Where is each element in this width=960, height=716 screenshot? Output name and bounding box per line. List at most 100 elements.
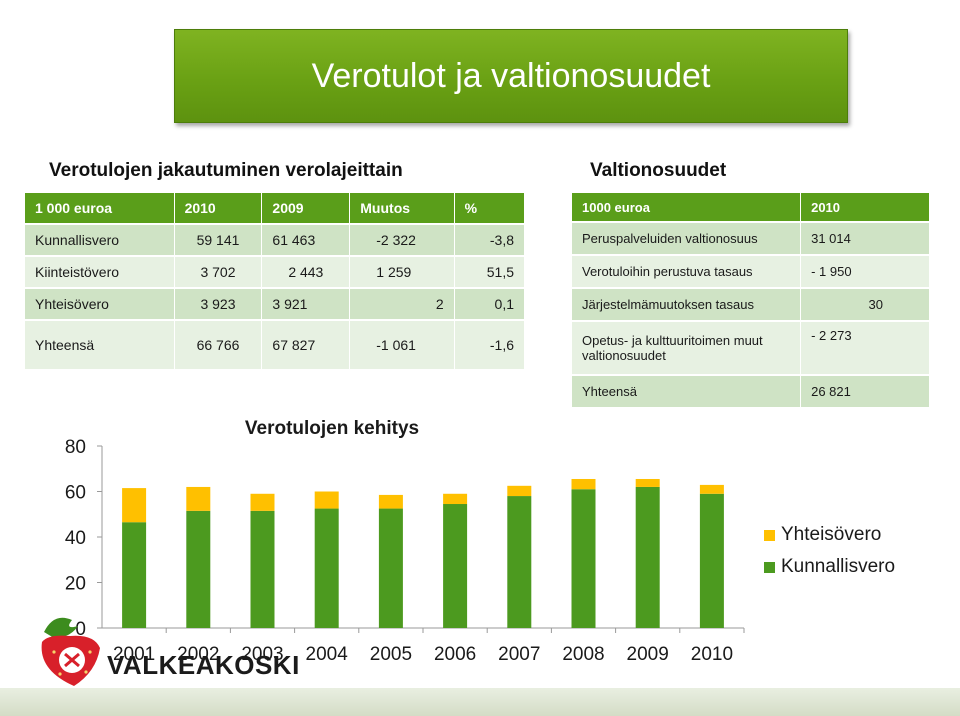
table-cell: 3 923	[174, 288, 263, 321]
bar-yhteisövero-2010	[699, 484, 724, 494]
bar-kunnallisvero-2003	[250, 510, 275, 628]
bar-kunnallisvero-2001	[122, 522, 147, 628]
tax-revenue-chart: 0 20 40 60 80 Verotulojen kehitys 2001 2002 2003…	[65, 418, 745, 665]
table-total-row: Yhteensä 26 821	[572, 375, 930, 409]
gov-table: 1000 euroa 2010 Peruspalveluiden valtion…	[572, 193, 930, 409]
table-cell: 0,1	[454, 288, 526, 321]
y-tick-label: 60	[65, 483, 86, 504]
legend-label: Kunnallisvero	[781, 556, 896, 577]
title-banner: Verotulot ja valtionosuudet	[174, 29, 848, 123]
x-tick-label: 2003	[241, 644, 283, 665]
column-header: %	[454, 193, 526, 225]
table-cell: Yhteisövero	[25, 288, 175, 321]
table-cell: Kiinteistövero	[25, 256, 175, 289]
table-cell: Opetus- ja kulttuuritoimen muut valtiono…	[572, 321, 802, 376]
x-tick-label: 2007	[498, 644, 540, 665]
table-row: Peruspalveluiden valtionosuus 31 014	[572, 222, 930, 256]
bar-kunnallisvero-2007	[507, 496, 532, 628]
y-tick-label: 80	[65, 437, 86, 458]
strawberry-logo-icon	[41, 617, 100, 686]
bar-yhteisövero-2002	[186, 486, 211, 511]
column-header: 2010	[174, 193, 263, 225]
table-cell: -3,8	[454, 224, 526, 257]
table-cell: Verotuloihin perustuva tasaus	[572, 255, 802, 289]
chart-legend: Yhteisövero Kunnallisvero	[764, 519, 895, 583]
column-header: Muutos	[349, 193, 455, 225]
x-tick-label: 2009	[627, 644, 669, 665]
table-cell: 59 141	[174, 224, 263, 257]
bar-yhteisövero-2007	[507, 485, 532, 497]
y-tick-label: 40	[65, 528, 86, 549]
tax-table: 1 000 euroa 2010 2009 Muutos % Kunnallis…	[25, 193, 526, 371]
table-cell: 1 259	[349, 256, 455, 289]
bar-kunnallisvero-2004	[314, 508, 339, 628]
bar-yhteisövero-2004	[314, 491, 339, 509]
column-header: 1000 euroa	[572, 193, 802, 223]
table-cell: 3 921	[261, 288, 351, 321]
table-cell: 67 827	[261, 320, 351, 371]
column-header: 2010	[800, 193, 930, 223]
logo-text: VALKEAKOSKI	[107, 650, 300, 680]
gov-table-heading: Valtionosuudet	[590, 160, 727, 181]
table-cell: 66 766	[174, 320, 263, 371]
bar-kunnallisvero-2002	[186, 510, 211, 628]
legend-item-yhteisovero: Yhteisövero	[764, 519, 895, 551]
bar-yhteisövero-2003	[250, 493, 275, 511]
table-cell: 30	[800, 288, 930, 322]
table-cell: 2 443	[261, 256, 351, 289]
table-cell: - 2 273	[800, 321, 930, 376]
tax-table-heading: Verotulojen jakautuminen verolajeittain	[49, 160, 403, 181]
column-header: 1 000 euroa	[25, 193, 175, 225]
bar-yhteisövero-2009	[635, 478, 660, 487]
table-cell: - 1 950	[800, 255, 930, 289]
legend-swatch	[764, 529, 775, 541]
table-cell: 26 821	[800, 375, 930, 409]
bar-kunnallisvero-2010	[699, 493, 724, 628]
table-total-row: Yhteensä 66 766 67 827 -1 061 -1,6	[25, 320, 526, 371]
legend-label: Yhteisövero	[781, 524, 882, 545]
table-cell: Järjestelmämuutoksen tasaus	[572, 288, 802, 322]
chart-title: Verotulojen kehitys	[245, 418, 419, 439]
bar-kunnallisvero-2008	[571, 489, 596, 628]
x-tick-label: 2004	[306, 644, 349, 665]
table-cell: 51,5	[454, 256, 526, 289]
bar-kunnallisvero-2009	[635, 486, 660, 628]
table-cell: -1,6	[454, 320, 526, 371]
x-tick-label: 2005	[370, 644, 412, 665]
bar-yhteisövero-2006	[443, 493, 468, 505]
table-cell: Yhteensä	[25, 320, 175, 371]
legend-swatch	[764, 561, 775, 573]
bar-yhteisövero-2005	[378, 494, 403, 509]
y-tick-label: 0	[75, 619, 86, 640]
footer-band	[0, 688, 960, 716]
bar-yhteisövero-2001	[122, 488, 147, 523]
table-cell: 31 014	[800, 222, 930, 256]
column-header: 2009	[261, 193, 351, 225]
x-tick-label: 2010	[691, 644, 733, 665]
x-tick-label: 2002	[177, 644, 219, 665]
table-row: Opetus- ja kulttuuritoimen muut valtiono…	[572, 321, 930, 376]
table-cell: Kunnallisvero	[25, 224, 175, 257]
table-cell: Yhteensä	[572, 375, 802, 409]
table-cell: -1 061	[349, 320, 455, 371]
table-row: Kunnallisvero 59 141 61 463 -2 322 -3,8	[25, 224, 526, 257]
table-cell: 2	[349, 288, 455, 321]
page-title: Verotulot ja valtionosuudet	[311, 56, 711, 95]
x-tick-label: 2008	[562, 644, 604, 665]
table-header-row: 1000 euroa 2010	[572, 193, 930, 223]
bar-kunnallisvero-2005	[378, 508, 403, 628]
bar-yhteisövero-2008	[571, 478, 596, 490]
bar-kunnallisvero-2006	[443, 504, 468, 628]
table-row: Järjestelmämuutoksen tasaus 30	[572, 288, 930, 322]
table-row: Verotuloihin perustuva tasaus - 1 950	[572, 255, 930, 289]
table-header-row: 1 000 euroa 2010 2009 Muutos %	[25, 193, 526, 225]
table-cell: 3 702	[174, 256, 263, 289]
table-cell: Peruspalveluiden valtionosuus	[572, 222, 802, 256]
table-row: Yhteisövero 3 923 3 921 2 0,1	[25, 288, 526, 321]
table-cell: -2 322	[349, 224, 455, 257]
table-cell: 61 463	[261, 224, 351, 257]
legend-item-kunnallisvero: Kunnallisvero	[764, 551, 895, 583]
table-row: Kiinteistövero 3 702 2 443 1 259 51,5	[25, 256, 526, 289]
x-tick-label: 2006	[434, 644, 476, 665]
y-tick-label: 20	[65, 574, 86, 595]
